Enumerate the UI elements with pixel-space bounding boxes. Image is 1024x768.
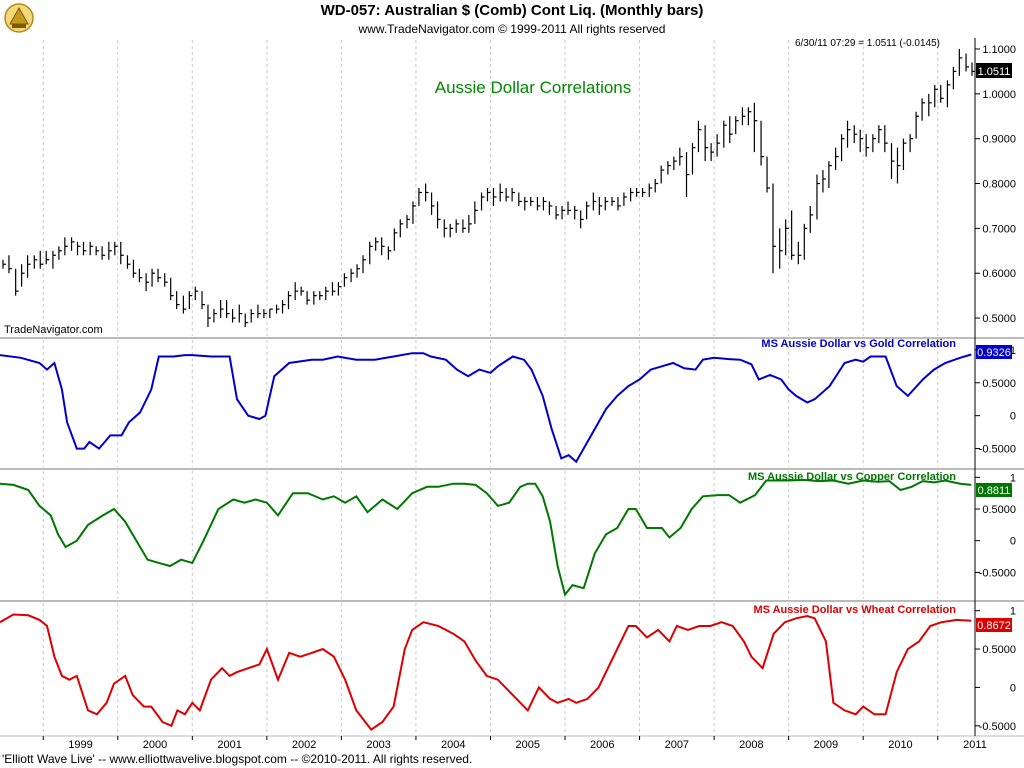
chart-annotation-title: Aussie Dollar Correlations: [435, 78, 632, 97]
x-tick-label: 2009: [814, 739, 838, 751]
last-quote-text: 6/30/11 07:29 = 1.0511 (-0.0145): [795, 38, 940, 49]
y-tick-label: -0.5000: [979, 721, 1016, 733]
gold-y-ticks: 1 0.5000 0 -0.5000: [975, 345, 1016, 456]
x-tick-label: 2005: [516, 739, 540, 751]
y-tick-label: 0: [1010, 682, 1016, 694]
y-tick-label: 0.5000: [982, 378, 1016, 390]
copper-value-badge: [976, 483, 1012, 497]
x-tick-label: 2004: [441, 739, 465, 751]
vertical-gridlines: [42, 40, 939, 735]
copyright-subtitle: www.TradeNavigator.com © 1999-2011 All r…: [358, 22, 666, 36]
trade-navigator-logo-icon: [4, 3, 34, 33]
wheat-correlation-line: [0, 613, 972, 731]
gold-value-badge: [976, 345, 1012, 359]
copper-value-badge-text: 0.8811: [978, 485, 1011, 497]
wheat-value-badge: [976, 618, 1012, 632]
y-tick-label: 0.6000: [982, 268, 1016, 280]
y-tick-label: -0.5000: [979, 444, 1016, 456]
x-tick-label: 2006: [590, 739, 614, 751]
footer: 'Elliott Wave Live' -- www.elliottwaveli…: [0, 751, 1024, 768]
y-tick-label: 0.5000: [982, 313, 1016, 325]
wheat-series-label: MS Aussie Dollar vs Wheat Correlation: [753, 604, 956, 616]
footer-copyright: 'Elliott Wave Live' -- www.elliottwaveli…: [2, 752, 473, 766]
wheat-correlation-panel: 1 0.5000 0 -0.5000 MS Aussie Dollar vs Whea…: [0, 604, 1016, 733]
copper-y-ticks: 1 0.5000 0 -0.5000: [975, 472, 1016, 579]
copper-correlation-line: [0, 478, 972, 597]
ohlc-bars: [2, 48, 976, 328]
y-tick-label: 0: [1010, 536, 1016, 548]
wheat-value-badge-text: 0.8672: [977, 620, 1011, 632]
tradenavigator-watermark: TradeNavigator.com: [4, 324, 103, 336]
y-tick-label: 1: [1010, 606, 1016, 618]
y-tick-label: 0.8000: [982, 179, 1016, 191]
time-axis-labels: 1999 2000 2001 2002 2003 2004 2005 2006 2007 2008…: [42, 736, 987, 751]
wheat-y-ticks: 1 0.5000 0 -0.5000: [975, 606, 1016, 733]
x-tick-label: 1999: [68, 739, 92, 751]
gold-correlation-panel: 1 0.5000 0 -0.5000 MS Aussie Dollar vs Gold…: [0, 338, 1016, 464]
x-tick-label: 2002: [292, 739, 316, 751]
last-price-badge-text: 1.0511: [978, 66, 1011, 78]
x-tick-label: 2000: [143, 739, 167, 751]
y-tick-label: 0.7000: [982, 223, 1016, 235]
gold-correlation-line: [0, 352, 972, 464]
y-tick-label: 1.1000: [982, 44, 1016, 56]
y-tick-label: 1: [1010, 345, 1016, 357]
chart-title: WD-057: Australian $ (Comb) Cont Liq. (M…: [320, 2, 704, 19]
y-tick-label: 0.5000: [982, 504, 1016, 516]
copper-correlation-panel: 1 0.5000 0 -0.5000 MS Aussie Dollar vs Copp…: [0, 471, 1016, 597]
chart-header: WD-057: Australian $ (Comb) Cont Liq. (M…: [0, 0, 1024, 38]
y-tick-label: -0.5000: [979, 567, 1016, 579]
copper-series-label: MS Aussie Dollar vs Copper Correlation: [748, 471, 956, 483]
gold-series-label: MS Aussie Dollar vs Gold Correlation: [761, 338, 956, 350]
x-tick-label: 2007: [665, 739, 689, 751]
y-tick-label: 1: [1010, 472, 1016, 484]
x-tick-label: 2010: [888, 739, 912, 751]
x-tick-label: 2003: [366, 739, 390, 751]
x-tick-label: 2011: [963, 739, 987, 751]
price-panel: 1.1000 1.0000 0.9000 0.8000 0.7000 0.6000 0.50…: [2, 38, 1016, 336]
y-tick-label: 0: [1010, 411, 1016, 423]
gold-value-badge-text: 0.9326: [977, 347, 1011, 359]
x-tick-label: 2001: [217, 739, 241, 751]
x-tick-label: 2008: [739, 739, 763, 751]
last-price-badge: [976, 63, 1012, 78]
y-tick-label: 0.9000: [982, 134, 1016, 146]
y-tick-label: 0.5000: [982, 644, 1016, 656]
y-tick-label: 1.0000: [982, 89, 1016, 101]
price-y-ticks: 1.1000 1.0000 0.9000 0.8000 0.7000 0.6000 0.50…: [975, 44, 1016, 325]
chart-area: 1.1000 1.0000 0.9000 0.8000 0.7000 0.6000 0.50…: [0, 38, 1024, 751]
